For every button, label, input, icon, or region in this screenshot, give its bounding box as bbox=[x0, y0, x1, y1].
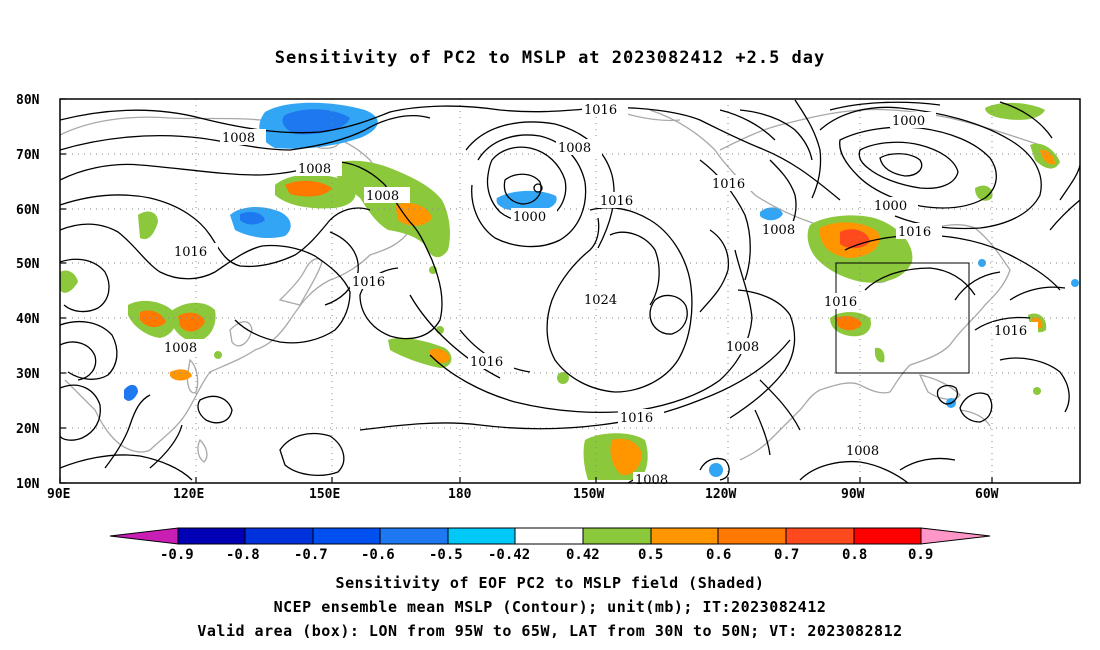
colorbar-label: 0.5 bbox=[638, 547, 663, 563]
lon-label: 90E bbox=[47, 487, 70, 502]
colorbar-label: -0.8 bbox=[226, 547, 260, 563]
mslp-contours bbox=[59, 99, 1081, 484]
colorbar-box bbox=[717, 527, 787, 545]
colorbar-box bbox=[514, 527, 584, 545]
colorbar-box bbox=[785, 527, 855, 545]
contour-label: 1008 bbox=[726, 340, 759, 355]
colorbar-label: -0.6 bbox=[361, 547, 395, 563]
colorbar-box bbox=[650, 527, 719, 545]
contour-label: 1016 bbox=[352, 275, 385, 290]
colorbar-label: 0.7 bbox=[774, 547, 799, 563]
lon-label: 150E bbox=[309, 487, 340, 502]
lat-label: 30N bbox=[16, 367, 40, 382]
lon-label: 90W bbox=[841, 487, 865, 502]
contour-label: 1016 bbox=[470, 355, 503, 370]
lat-label: 40N bbox=[16, 312, 40, 327]
lat-label: 10N bbox=[16, 477, 40, 492]
colorbar-label: -0.5 bbox=[429, 547, 463, 563]
lon-label: 150W bbox=[573, 487, 604, 502]
colorbar-box bbox=[447, 527, 516, 545]
latitude-labels: 80N 70N 60N 50N 40N 30N 20N 10N bbox=[16, 93, 40, 492]
axis-ticks bbox=[59, 98, 993, 484]
colorbar-label: -0.9 bbox=[160, 547, 194, 563]
contour-label: 1000 bbox=[513, 210, 546, 225]
contour-label: 1016 bbox=[600, 194, 633, 209]
contour-label: 1024 bbox=[584, 293, 617, 308]
contour-labels: 1008 1008 1008 1016 1016 1008 1000 1016 … bbox=[162, 101, 1038, 488]
valid-area-box bbox=[835, 262, 970, 374]
colorbar-label: 0.42 bbox=[566, 547, 600, 563]
caption-contour: NCEP ensemble mean MSLP (Contour); unit(… bbox=[273, 598, 827, 616]
lat-label: 60N bbox=[16, 203, 40, 218]
contour-label: 1008 bbox=[762, 223, 795, 238]
contour-label: 1008 bbox=[846, 444, 879, 459]
colorbar-label: 0.9 bbox=[908, 547, 933, 563]
contour-label: 1016 bbox=[174, 245, 207, 260]
colorbar-label: -0.42 bbox=[488, 547, 530, 563]
colorbar-low-triangle bbox=[109, 527, 179, 545]
lat-label: 20N bbox=[16, 422, 40, 437]
lat-label: 50N bbox=[16, 257, 40, 272]
colorbar-box bbox=[853, 527, 922, 545]
contour-label: 1016 bbox=[620, 411, 653, 426]
contour-label: 1016 bbox=[824, 295, 857, 310]
lon-label: 120E bbox=[173, 487, 204, 502]
lon-label: 120W bbox=[705, 487, 736, 502]
contour-label: 1008 bbox=[298, 162, 331, 177]
contour-label: 1016 bbox=[898, 225, 931, 240]
lat-label: 70N bbox=[16, 148, 40, 163]
lon-label: 60W bbox=[975, 487, 999, 502]
colorbar-label: 0.6 bbox=[706, 547, 731, 563]
contour-label: 1008 bbox=[164, 341, 197, 356]
contour-label: 1008 bbox=[366, 189, 399, 204]
map-title: Sensitivity of PC2 to MSLP at 2023082412… bbox=[274, 48, 826, 68]
contour-label: 1016 bbox=[584, 103, 617, 118]
colorbar-label: -0.7 bbox=[294, 547, 328, 563]
colorbar-box bbox=[312, 527, 381, 545]
colorbar-box bbox=[244, 527, 314, 545]
caption-shading: Sensitivity of EOF PC2 to MSLP field (Sh… bbox=[335, 574, 765, 592]
lat-label: 80N bbox=[16, 93, 40, 108]
contour-label: 1016 bbox=[712, 177, 745, 192]
lon-label: 180 bbox=[448, 487, 472, 502]
contour-label: 1008 bbox=[635, 473, 668, 488]
colorbar-label: 0.8 bbox=[842, 547, 867, 563]
colorbar-box bbox=[582, 527, 652, 545]
plot-area bbox=[59, 98, 1081, 484]
contour-label: 1000 bbox=[874, 199, 907, 214]
colorbar: -0.9 -0.8 -0.7 -0.6 -0.5 -0.42 0.42 0.5 … bbox=[109, 527, 991, 563]
caption-valid-area: Valid area (box): LON from 95W to 65W, L… bbox=[197, 622, 903, 640]
longitude-labels: 90E 120E 150E 180 150W 120W 90W 60W bbox=[47, 487, 999, 502]
contour-label: 1000 bbox=[892, 114, 925, 129]
colorbar-box bbox=[379, 527, 449, 545]
contour-label: 1008 bbox=[558, 141, 591, 156]
colorbar-high-triangle bbox=[920, 527, 991, 545]
contour-label: 1008 bbox=[222, 131, 255, 146]
colorbar-box bbox=[177, 527, 246, 545]
contour-label: 1016 bbox=[994, 324, 1027, 339]
